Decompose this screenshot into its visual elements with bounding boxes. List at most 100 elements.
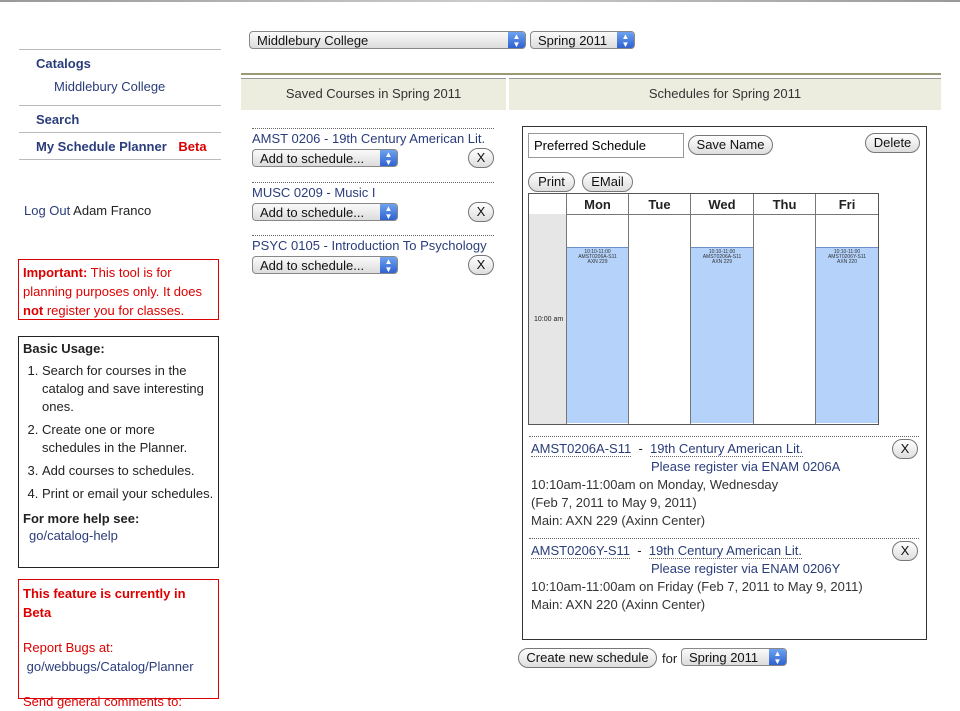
add-to-schedule-value: Add to schedule... [260,151,365,166]
day-header: Wed [691,194,753,215]
schedule-name-input[interactable] [528,133,684,158]
usage-list: Search for courses in the catalog and sa… [23,362,214,503]
schedules-header: Schedules for Spring 2011 [509,78,941,110]
select-arrows-icon: ▲ ▼ [508,32,525,49]
divider [529,436,919,437]
print-button[interactable]: Print [528,172,575,192]
bugs-link[interactable]: go/webbugs/Catalog/Planner [26,659,194,674]
calendar-event[interactable]: 10:10-11:00 AMST0206Y-S11 AXN 220 [816,247,878,423]
entry-dash: - [638,441,643,456]
remove-course-button[interactable]: X [468,148,494,168]
nav-planner[interactable]: My Schedule Planner Beta [36,139,207,154]
saved-courses-header: Saved Courses in Spring 2011 [241,78,506,110]
entry-title-link[interactable]: 19th Century American Lit. [650,441,804,457]
day-column-mon: Mon 10:10-11:00 AMST0206A-S11 AXN 229 [566,194,628,424]
saved-course-title[interactable]: AMST 0206 - 19th Century American Lit. [252,128,494,146]
divider [19,159,221,160]
saved-course-title[interactable]: PSYC 0105 - Introduction To Psychology [252,235,494,253]
schedule-panel [522,126,927,640]
remove-course-button[interactable]: X [468,202,494,222]
add-to-schedule-value: Add to schedule... [260,205,365,220]
usage-item: Print or email your schedules. [42,485,214,503]
day-header: Thu [754,194,815,215]
term-select-value: Spring 2011 [538,33,608,48]
usage-item: Add courses to schedules. [42,462,214,480]
entry-location: Main: AXN 220 (Axinn Center) [531,597,706,612]
beta-notice: This feature is currently in Beta Report… [18,579,219,709]
new-schedule-term-select[interactable]: Spring 2011 ▲ ▼ [681,648,787,666]
important-label: Important: [23,265,88,280]
new-schedule-term-value: Spring 2011 [689,650,759,665]
save-name-button[interactable]: Save Name [688,135,773,155]
usage-item: Search for courses in the catalog and sa… [42,362,214,416]
day-header: Fri [816,194,878,215]
remove-course-button[interactable]: X [468,255,494,275]
calendar-event[interactable]: 10:10-11:00 AMST0206A-S11 AXN 229 [567,247,628,423]
event-code: AMST0206A-S11 [578,254,617,260]
nav-catalogs[interactable]: Catalogs [36,56,91,71]
saved-course-title[interactable]: MUSC 0209 - Music I [252,182,494,200]
for-label: for [662,651,678,666]
event-room: AXN 220 [836,259,857,265]
event-time: 10:10-11:00 [708,249,736,255]
entry-dash: - [637,543,642,558]
remove-entry-button[interactable]: X [892,541,918,561]
day-column-fri: Fri 10:10-11:00 AMST0206Y-S11 AXN 220 [815,194,878,424]
comments-label: Send general comments to: [23,694,182,709]
divider [19,105,221,106]
divider [19,132,221,133]
add-to-schedule-select[interactable]: Add to schedule... ▲ ▼ [252,149,398,167]
usage-box: Basic Usage: Search for courses in the c… [18,336,219,568]
delete-schedule-button[interactable]: Delete [865,133,920,153]
help-link[interactable]: go/catalog-help [29,528,118,543]
usage-item: Create one or more schedules in the Plan… [42,421,214,457]
entry-time: 10:10am-11:00am on Friday (Feb 7, 2011 t… [531,579,863,594]
divider [529,538,919,539]
select-arrows-icon: ▲ ▼ [617,32,634,49]
schedule-entry: AMST0206A-S11 - 19th Century American Li… [531,440,840,530]
remove-entry-button[interactable]: X [892,439,918,459]
term-select[interactable]: Spring 2011 ▲ ▼ [530,31,635,49]
schedule-entry: AMST0206Y-S11 - 19th Century American Li… [531,542,863,614]
select-arrows-icon: ▲ ▼ [769,649,786,666]
event-code: AMST0206Y-S11 [827,254,867,260]
usage-title: Basic Usage: [23,341,105,356]
event-code: AMST0206A-S11 [702,254,742,260]
add-to-schedule-select[interactable]: Add to schedule... ▲ ▼ [252,203,398,221]
entry-title-link[interactable]: 19th Century American Lit. [648,543,803,559]
divider [241,73,941,75]
email-button[interactable]: EMail [582,172,633,192]
top-border [0,0,960,2]
nav-planner-label[interactable]: My Schedule Planner [36,139,167,154]
select-arrows-icon: ▲ ▼ [380,150,397,167]
nav-search[interactable]: Search [36,112,80,127]
schedule-calendar: 10:00 am Mon 10:10-11:00 AMST0206A-S11 A… [528,193,879,425]
calendar-event[interactable]: 10:10-11:00 AMST0206A-S11 AXN 229 [691,247,753,423]
day-header: Tue [629,194,690,215]
entry-code-link[interactable]: AMST0206A-S11 [531,441,632,457]
user-name: Adam Franco [73,203,152,218]
entry-register: Please register via ENAM 0206A [651,459,841,474]
nav-catalog-middlebury[interactable]: Middlebury College [54,79,166,94]
create-schedule-button[interactable]: Create new schedule [518,648,657,668]
time-column: 10:00 am [529,214,566,424]
beta-badge: Beta [178,139,207,154]
select-arrows-icon: ▲ ▼ [380,204,397,221]
important-text: This tool is for planning purposes only.… [23,265,202,299]
event-time: 10:10-11:00 [584,249,611,255]
important-notice: Important: This tool is for planning pur… [18,259,219,320]
event-room: AXN 229 [587,259,608,265]
entry-time: 10:10am-11:00am on Monday, Wednesday [531,477,779,492]
entry-code-link[interactable]: AMST0206Y-S11 [531,543,631,559]
bugs-line: Report Bugs at: go/webbugs/Catalog/Plann… [23,638,203,676]
college-select[interactable]: Middlebury College ▲ ▼ [249,31,526,49]
event-time: 10:10-11:00 [833,249,861,255]
add-to-schedule-select[interactable]: Add to schedule... ▲ ▼ [252,256,398,274]
important-not: not [23,303,44,318]
college-select-value: Middlebury College [257,33,369,48]
event-room: AXN 229 [711,259,732,265]
day-column-tue: Tue [628,194,690,424]
entry-dates: (Feb 7, 2011 to May 9, 2011) [531,495,697,510]
day-header: Mon [567,194,628,215]
logout-link[interactable]: Log Out [24,203,71,218]
